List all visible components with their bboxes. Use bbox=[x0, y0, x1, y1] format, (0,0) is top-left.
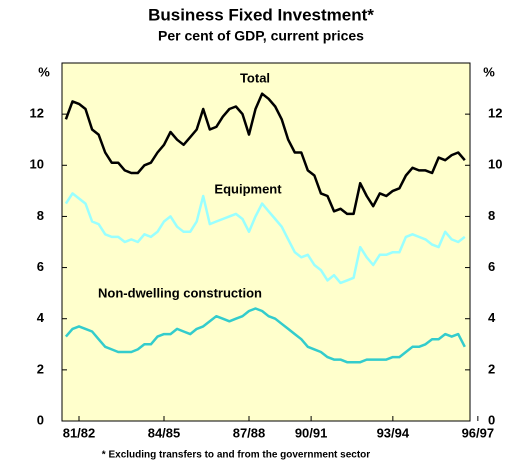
y2-tick-label: 8 bbox=[488, 208, 495, 223]
x-tick-label: 93/94 bbox=[377, 425, 410, 440]
y-tick-label: 8 bbox=[37, 208, 44, 223]
series-label: Equipment bbox=[214, 181, 282, 196]
y-tick-label: 4 bbox=[37, 310, 45, 325]
x-tick-label: 84/85 bbox=[148, 425, 181, 440]
series-line bbox=[64, 307, 466, 364]
series-line bbox=[64, 192, 466, 285]
y-tick-label: 10 bbox=[30, 157, 44, 172]
y2-tick-label: 0 bbox=[488, 412, 495, 427]
series-label: Non-dwelling construction bbox=[98, 285, 262, 300]
x-tick-label: 96/97 bbox=[462, 425, 495, 440]
y2-tick-label: 6 bbox=[488, 259, 495, 274]
y-axis-label: % bbox=[38, 64, 50, 79]
y-tick-label: 0 bbox=[37, 412, 44, 427]
y2-tick-label: 10 bbox=[488, 157, 502, 172]
y-tick-label: 2 bbox=[37, 361, 44, 376]
series-label: Total bbox=[240, 70, 270, 85]
y2-tick-label: 4 bbox=[488, 310, 496, 325]
y2-tick-label: 12 bbox=[488, 106, 502, 121]
chart-title: Business Fixed Investment* bbox=[148, 5, 374, 24]
chart-subtitle: Per cent of GDP, current prices bbox=[158, 28, 364, 44]
footnote: * Excluding transfers to and from the go… bbox=[102, 450, 370, 460]
x-tick-label: 90/91 bbox=[295, 425, 328, 440]
y2-tick-label: 2 bbox=[488, 361, 495, 376]
y-tick-label: 12 bbox=[30, 106, 44, 121]
y2-axis-label: % bbox=[483, 64, 495, 79]
x-tick-label: 87/88 bbox=[233, 425, 266, 440]
series-line bbox=[64, 92, 466, 216]
x-tick-label: 81/82 bbox=[63, 425, 96, 440]
plot-background bbox=[61, 62, 471, 422]
y-tick-label: 6 bbox=[37, 259, 44, 274]
